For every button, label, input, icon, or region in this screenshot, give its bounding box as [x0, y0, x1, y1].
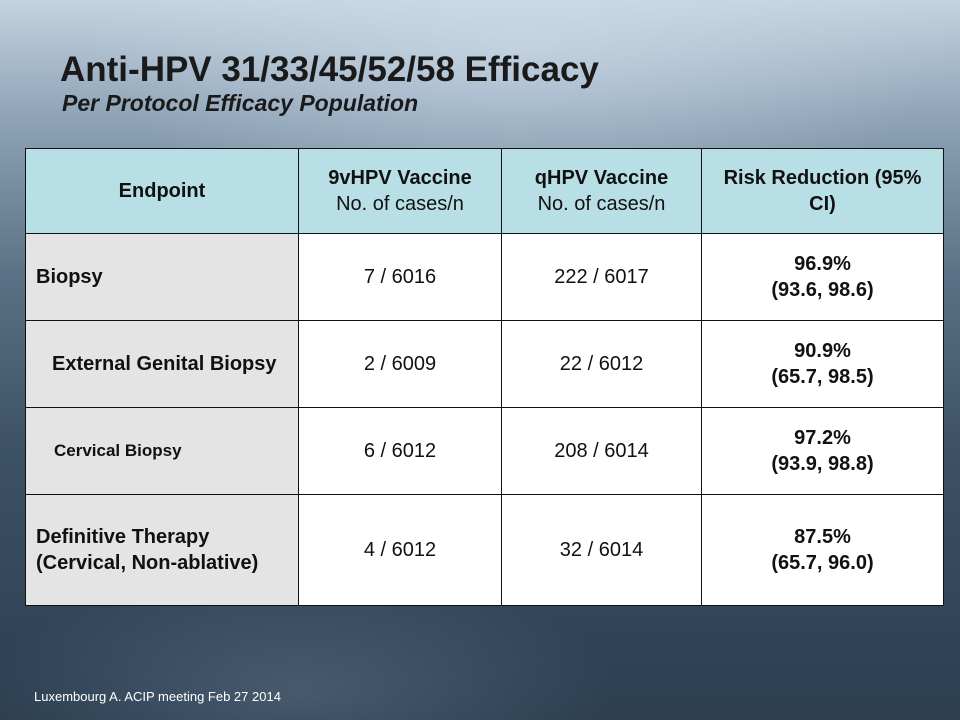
endpoint-cell: Cervical Biopsy — [25, 407, 299, 495]
header-risk-sub: (95% CI) — [809, 167, 922, 215]
endpoint-cell: External Genital Biopsy — [25, 320, 299, 408]
risk-reduction-ci: (93.9, 98.8) — [771, 453, 874, 475]
header-9vhpv-title: 9vHPV Vaccine — [328, 167, 472, 189]
9vhpv-cases-cell: 2 / 6009 — [298, 320, 502, 408]
table-row: Cervical Biopsy 6 / 6012 208 / 6014 97.2… — [25, 407, 944, 495]
9vhpv-cases-cell: 6 / 6012 — [298, 407, 502, 495]
citation-footnote: Luxembourg A. ACIP meeting Feb 27 2014 — [34, 689, 281, 704]
efficacy-table: Endpoint 9vHPV Vaccine No. of cases/n qH… — [25, 148, 944, 606]
qhpv-cases-cell: 32 / 6014 — [501, 494, 702, 606]
header-9vhpv-sub: No. of cases/n — [336, 193, 464, 215]
9vhpv-cases-cell: 7 / 6016 — [298, 233, 502, 321]
slide-subtitle: Per Protocol Efficacy Population — [62, 90, 419, 116]
header-endpoint: Endpoint — [25, 148, 299, 234]
risk-reduction-percent: 96.9% — [794, 253, 851, 275]
risk-reduction-ci: (65.7, 98.5) — [771, 366, 874, 388]
qhpv-cases-cell: 208 / 6014 — [501, 407, 702, 495]
qhpv-cases-cell: 22 / 6012 — [501, 320, 702, 408]
risk-reduction-cell: 90.9% (65.7, 98.5) — [701, 320, 944, 408]
qhpv-cases-cell: 222 / 6017 — [501, 233, 702, 321]
table-header-row: Endpoint 9vHPV Vaccine No. of cases/n qH… — [25, 148, 944, 234]
endpoint-cell: Biopsy — [25, 233, 299, 321]
risk-reduction-percent: 90.9% — [794, 340, 851, 362]
table-row: Biopsy 7 / 6016 222 / 6017 96.9% (93.6, … — [25, 233, 944, 321]
slide-title: Anti-HPV 31/33/45/52/58 Efficacy — [60, 50, 599, 89]
table-row: External Genital Biopsy 2 / 6009 22 / 60… — [25, 320, 944, 408]
risk-reduction-ci: (65.7, 96.0) — [771, 552, 874, 574]
header-qhpv-sub: No. of cases/n — [537, 193, 666, 215]
header-qhpv-title: qHPV Vaccine — [534, 167, 669, 189]
risk-reduction-cell: 97.2% (93.9, 98.8) — [701, 407, 944, 495]
table-row: Definitive Therapy (Cervical, Non-ablati… — [25, 494, 944, 606]
header-risk-reduction: Risk Reduction (95% CI) — [701, 148, 944, 234]
header-risk-title: Risk Reduction — [723, 167, 870, 189]
risk-reduction-percent: 97.2% — [794, 427, 851, 449]
9vhpv-cases-cell: 4 / 6012 — [298, 494, 502, 606]
endpoint-cell: Definitive Therapy (Cervical, Non-ablati… — [25, 494, 299, 606]
risk-reduction-cell: 87.5% (65.7, 96.0) — [701, 494, 944, 606]
header-9vhpv-vaccine: 9vHPV Vaccine No. of cases/n — [298, 148, 502, 234]
risk-reduction-ci: (93.6, 98.6) — [771, 279, 874, 301]
header-qhpv-vaccine: qHPV Vaccine No. of cases/n — [501, 148, 702, 234]
risk-reduction-percent: 87.5% — [794, 526, 851, 548]
risk-reduction-cell: 96.9% (93.6, 98.6) — [701, 233, 944, 321]
